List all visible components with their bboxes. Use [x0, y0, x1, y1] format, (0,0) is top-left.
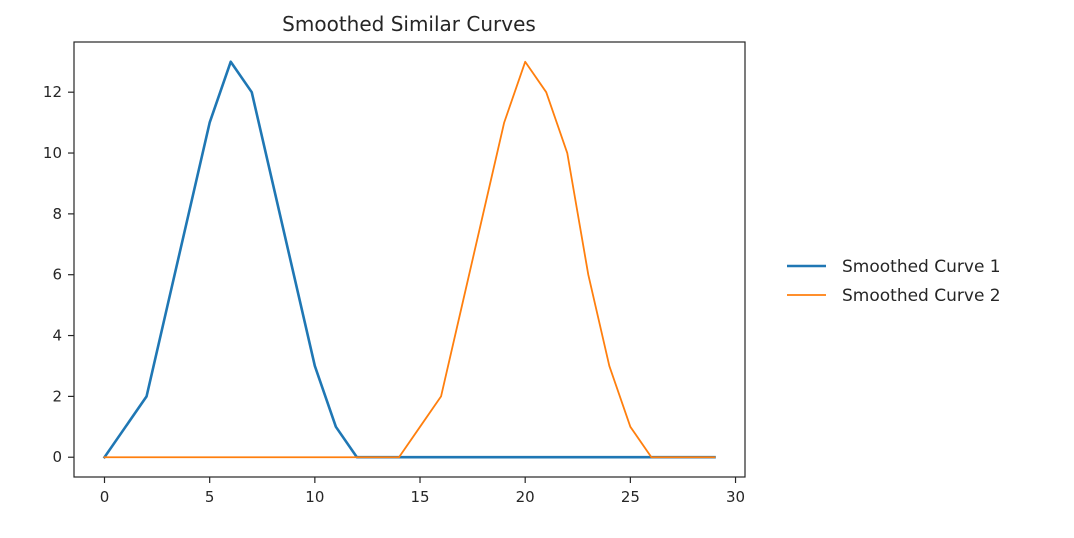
series-line-1: [102, 60, 716, 460]
x-tick-label: 15: [410, 488, 429, 506]
plot-area: [102, 60, 716, 460]
x-tick-label: 20: [516, 488, 535, 506]
y-tick-label: 2: [52, 387, 62, 405]
legend: Smoothed Curve 1 Smoothed Curve 2: [787, 257, 1001, 306]
x-tick-label: 5: [205, 488, 215, 506]
chart-title: Smoothed Similar Curves: [282, 12, 536, 36]
y-tick-label: 4: [52, 327, 62, 345]
y-tick-label: 8: [52, 205, 62, 223]
x-tick-label: 25: [621, 488, 640, 506]
x-tick-label: 30: [726, 488, 745, 506]
legend-label-1: Smoothed Curve 1: [842, 257, 1001, 277]
x-tick-label: 10: [305, 488, 324, 506]
y-tick-label: 0: [52, 448, 62, 466]
legend-label-2: Smoothed Curve 2: [842, 286, 1001, 306]
y-tick-label: 12: [43, 83, 62, 101]
series-line-2: [103, 60, 716, 459]
y-tick-label: 10: [43, 144, 62, 162]
axes: 0 5 10 15 20 25 30 0 2 4 6 8 10 12: [43, 41, 746, 506]
x-tick-label: 0: [100, 488, 110, 506]
axes-frame: [73, 41, 746, 478]
y-tick-label: 6: [52, 266, 62, 284]
